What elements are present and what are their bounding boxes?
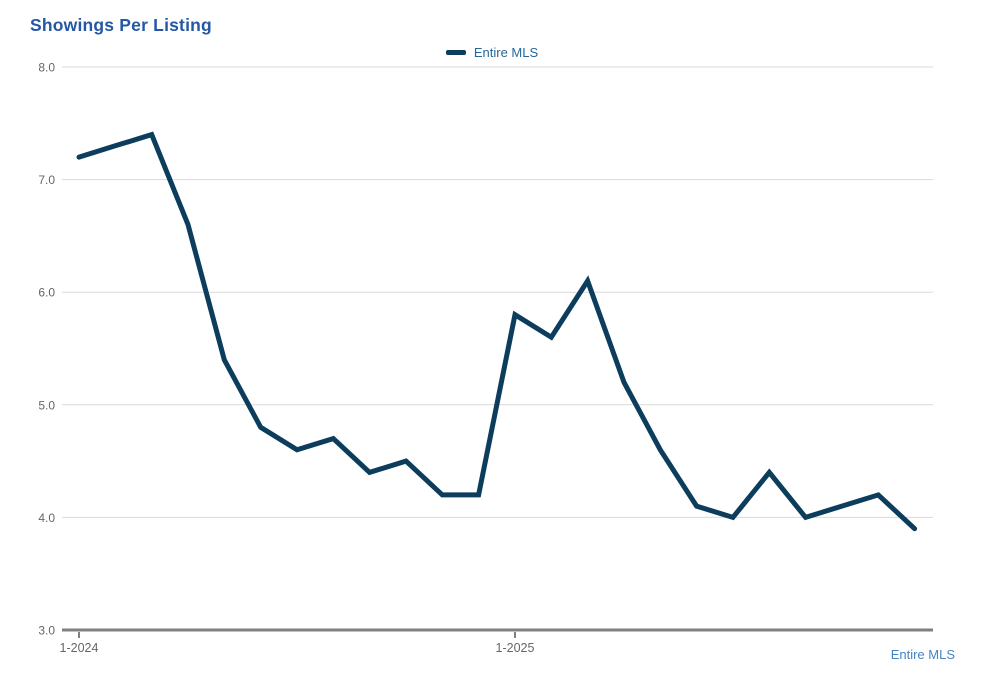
legend: Entire MLS bbox=[0, 44, 984, 60]
legend-label-entire-mls: Entire MLS bbox=[473, 44, 539, 60]
footer-link-entire-mls[interactable]: Entire MLS bbox=[890, 647, 955, 662]
y-axis-label: 8.0 bbox=[38, 61, 55, 75]
y-axis-label: 7.0 bbox=[38, 173, 55, 187]
series-line-entire-mls bbox=[76, 131, 918, 532]
y-axis-label: 3.0 bbox=[38, 624, 55, 638]
x-axis-label: 1-2024 bbox=[60, 641, 99, 655]
legend-line-swatch-icon bbox=[445, 49, 466, 55]
y-axis-label: 6.0 bbox=[38, 286, 55, 300]
y-axis-label: 4.0 bbox=[38, 511, 55, 525]
y-axis-label: 5.0 bbox=[38, 398, 55, 412]
chart-title: Showings Per Listing bbox=[30, 15, 212, 35]
x-axis-label: 1-2025 bbox=[496, 641, 535, 655]
